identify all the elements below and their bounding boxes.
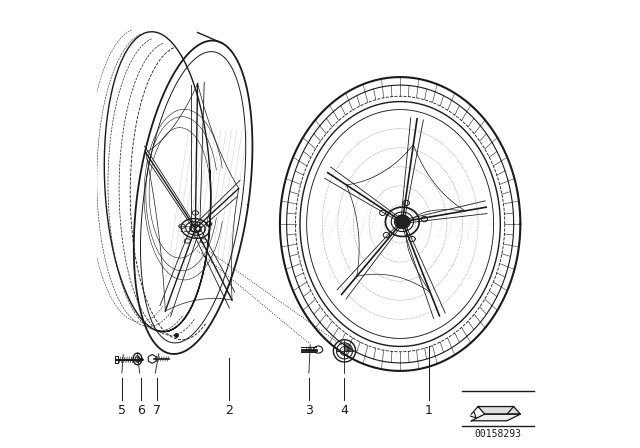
Text: 3: 3 <box>305 404 313 418</box>
Text: 6: 6 <box>137 404 145 418</box>
Polygon shape <box>472 414 520 421</box>
Text: 00158293: 00158293 <box>475 429 522 439</box>
Text: 5: 5 <box>118 404 126 418</box>
Polygon shape <box>478 406 520 414</box>
Polygon shape <box>344 344 351 351</box>
Text: 4: 4 <box>340 404 348 418</box>
Polygon shape <box>344 344 351 351</box>
Text: 7: 7 <box>154 404 161 418</box>
Circle shape <box>396 215 409 228</box>
Text: 1: 1 <box>425 404 433 418</box>
Text: 2: 2 <box>225 404 233 418</box>
